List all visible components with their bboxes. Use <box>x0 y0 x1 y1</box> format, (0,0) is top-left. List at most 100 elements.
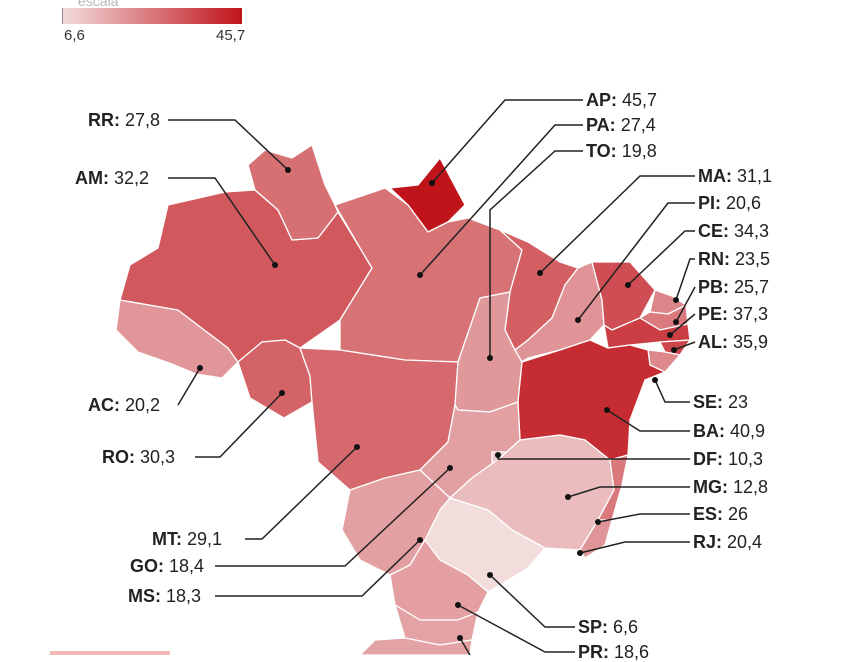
label-rr-value: 27,8 <box>125 110 161 130</box>
leader-go <box>215 467 451 567</box>
dot-es <box>595 519 601 525</box>
label-rj-abbr: RJ: <box>693 532 723 552</box>
label-se-abbr: SE: <box>693 392 724 412</box>
dot-sc <box>457 635 463 641</box>
label-ba: BA: 40,9 <box>693 421 765 441</box>
dot-ms <box>417 537 423 543</box>
dot-to <box>487 355 493 361</box>
label-rj: RJ: 20,4 <box>693 532 762 552</box>
label-pi-value: 20,6 <box>726 193 762 213</box>
leader-se <box>654 379 690 403</box>
label-ms: MS: 18,3 <box>128 586 201 606</box>
label-to: TO: 19,8 <box>586 141 657 161</box>
label-ap-abbr: AP: <box>586 90 617 110</box>
label-mg-abbr: MG: <box>693 477 728 497</box>
leader-ac <box>177 367 201 406</box>
leader-rj <box>579 541 690 554</box>
label-ms-abbr: MS: <box>128 586 161 606</box>
leader-ap <box>431 99 583 184</box>
dot-df <box>495 452 501 458</box>
label-sp-abbr: SP: <box>578 617 609 637</box>
label-pb-abbr: PB: <box>698 277 729 297</box>
dot-rj <box>577 550 583 556</box>
label-to-abbr: TO: <box>586 141 617 161</box>
label-df-value: 10,3 <box>728 449 764 469</box>
state-rj[interactable] <box>579 519 613 559</box>
label-rr-abbr: RR: <box>88 110 120 130</box>
leader-es <box>597 513 690 523</box>
leader-ms <box>215 539 421 597</box>
label-pi-abbr: PI: <box>698 193 722 213</box>
legend-min-label: 6,6 <box>64 27 85 44</box>
label-sp-value: 6,6 <box>613 617 639 637</box>
leader-to <box>489 150 583 358</box>
label-pb: PB: 25,7 <box>698 277 769 297</box>
leader-al <box>673 341 696 351</box>
state-rs[interactable] <box>359 637 473 655</box>
label-rn: RN: 23,5 <box>698 249 770 269</box>
label-ap: AP: 45,7 <box>586 90 657 110</box>
label-es: ES: 26 <box>693 504 748 524</box>
label-pr-abbr: PR: <box>578 642 609 662</box>
label-al-value: 35,9 <box>733 332 769 352</box>
dot-pa <box>417 272 423 278</box>
label-es-value: 26 <box>728 504 749 524</box>
label-mt-value: 29,1 <box>187 529 223 549</box>
dot-pr <box>455 602 461 608</box>
label-sp: SP: 6,6 <box>578 617 638 637</box>
label-df: DF: 10,3 <box>693 449 763 469</box>
label-ce: CE: 34,3 <box>698 221 769 241</box>
label-go-value: 18,4 <box>169 556 205 576</box>
label-ce-abbr: CE: <box>698 221 729 241</box>
legend-gradient-bar <box>62 8 242 24</box>
dot-ro <box>279 390 285 396</box>
leader-ro <box>195 392 283 458</box>
label-al-abbr: AL: <box>698 332 728 352</box>
dot-ba <box>604 407 610 413</box>
dot-mt <box>354 444 360 450</box>
label-mg-value: 12,8 <box>733 477 769 497</box>
dot-mg <box>565 494 571 500</box>
leader-ce <box>627 230 695 286</box>
leader-pa <box>419 124 583 276</box>
dot-ap <box>429 180 435 186</box>
leader-sp <box>489 574 575 628</box>
label-ce-value: 34,3 <box>734 221 770 241</box>
label-pa: PA: 27,4 <box>586 115 656 135</box>
label-pa-value: 27,4 <box>620 115 656 135</box>
label-go: GO: 18,4 <box>130 556 204 576</box>
leader-ma <box>539 175 695 274</box>
label-mg: MG: 12,8 <box>693 477 768 497</box>
label-rr: RR: 27,8 <box>88 110 160 130</box>
leader-pb <box>675 286 696 323</box>
leader-mg <box>567 486 690 498</box>
leader-am <box>168 177 276 266</box>
leader-sc <box>459 637 471 655</box>
label-am: AM: 32,2 <box>75 168 149 188</box>
label-ma: MA: 31,1 <box>698 166 772 186</box>
label-pe: PE: 37,3 <box>698 304 768 324</box>
label-ma-abbr: MA: <box>698 166 732 186</box>
label-pa-abbr: PA: <box>586 115 616 135</box>
state-sp[interactable] <box>424 497 546 593</box>
dot-al <box>671 347 677 353</box>
dot-rn <box>673 297 679 303</box>
label-go-abbr: GO: <box>130 556 164 576</box>
leader-rr <box>168 119 289 171</box>
label-ro: RO: 30,3 <box>102 447 175 467</box>
leader-ba <box>606 409 690 432</box>
label-rj-value: 20,4 <box>727 532 763 552</box>
label-ms-value: 18,3 <box>166 586 202 606</box>
dot-rr <box>285 167 291 173</box>
label-ro-value: 30,3 <box>140 447 176 467</box>
label-pe-value: 37,3 <box>733 304 769 324</box>
label-ac: AC: 20,2 <box>88 395 160 415</box>
label-ba-abbr: BA: <box>693 421 725 441</box>
label-rn-abbr: RN: <box>698 249 730 269</box>
state-mg[interactable] <box>449 434 615 551</box>
dot-ce <box>625 282 631 288</box>
leader-pr <box>457 604 575 653</box>
label-pr-value: 18,6 <box>614 642 650 662</box>
dot-am <box>272 262 278 268</box>
